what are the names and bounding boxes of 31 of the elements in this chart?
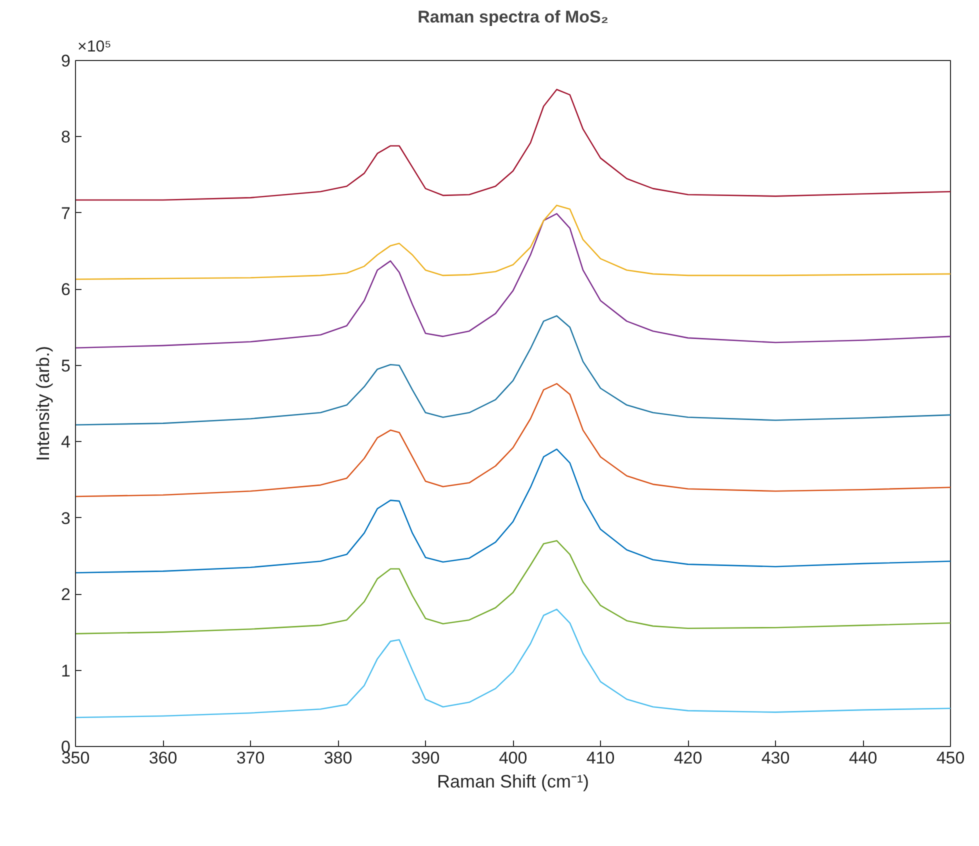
x-tick-label: 410 <box>586 748 615 768</box>
y-tick-label: 5 <box>61 356 71 376</box>
x-tick-label: 420 <box>674 748 702 768</box>
y-tick-label: 8 <box>61 128 71 147</box>
y-tick-label: 6 <box>61 280 71 300</box>
y-axis-title: Intensity (arb.) <box>33 346 54 462</box>
line-series <box>76 540 950 634</box>
y-tick-label: 1 <box>61 661 71 680</box>
line-series <box>76 213 950 349</box>
x-axis-title: Raman Shift (cm⁻¹) <box>436 772 590 792</box>
line-series <box>76 204 950 280</box>
line-series <box>76 448 950 574</box>
y-tick-label: 2 <box>61 585 71 604</box>
x-tick-label: 400 <box>498 748 528 768</box>
x-tick-label: 390 <box>411 748 440 768</box>
line-series <box>76 315 950 426</box>
y-tick-label: 9 <box>61 52 71 70</box>
y-tick-label: 4 <box>61 432 71 452</box>
text: ×10⁵ <box>78 38 112 56</box>
x-tick-label: 430 <box>761 748 790 768</box>
x-tick-label: 440 <box>848 748 878 768</box>
y-tick-label: 3 <box>61 508 71 528</box>
x-tick-label: 450 <box>936 748 965 768</box>
x-tick-label: 370 <box>236 748 265 768</box>
x-tick-label: 360 <box>148 748 178 768</box>
y-tick-label: 7 <box>61 204 71 223</box>
line-series <box>76 383 950 498</box>
line-series <box>76 88 950 201</box>
x-tick-label: 380 <box>324 748 352 768</box>
chart-title: Raman spectra of MoS₂ <box>418 8 608 26</box>
line-series <box>76 608 950 718</box>
